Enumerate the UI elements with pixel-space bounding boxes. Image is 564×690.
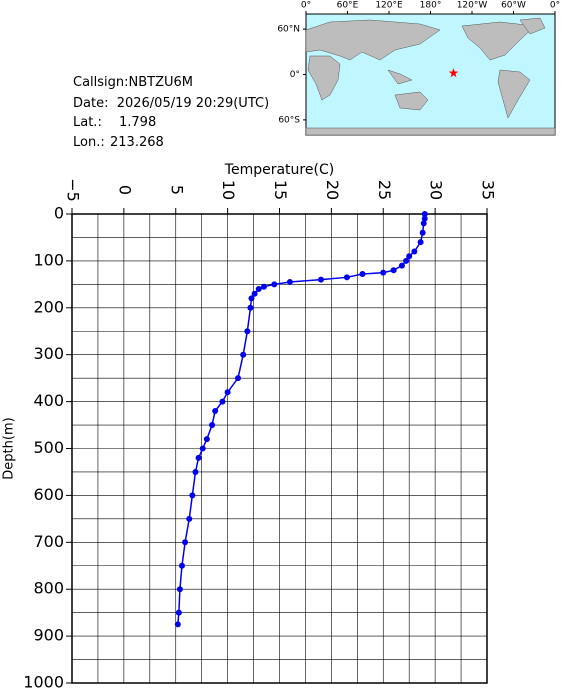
map: 0° 60°E 120°E 180° 120°W 60°W 0° 60°N 0° 60°S: [277, 1, 560, 136]
profile-point: [271, 281, 278, 288]
lat-value: 1.798: [119, 115, 156, 130]
x-axis-label: Temperature(C): [224, 162, 334, 178]
lon-value: 213.268: [110, 135, 164, 150]
profile-point: [195, 454, 202, 461]
y-tick-label: 400: [33, 391, 64, 410]
location-marker: [448, 68, 459, 78]
y-tick-label: 800: [33, 579, 64, 598]
map-x-tick-label: 180°: [420, 1, 442, 11]
lat-label: Lat.:: [73, 115, 102, 130]
profile-point: [199, 445, 206, 452]
profile-point: [398, 262, 405, 269]
profile-point: [403, 257, 410, 264]
x-tick-label: 5: [167, 185, 186, 195]
x-tick-label: −5: [64, 178, 83, 202]
profile-point: [380, 269, 387, 276]
y-tick-label: 500: [33, 438, 64, 457]
y-tick-label: 200: [33, 297, 64, 316]
profile-point: [247, 304, 254, 311]
profile-point: [186, 515, 193, 522]
map-x-tick-label: 0°: [301, 1, 311, 11]
profile-line: [177, 214, 426, 625]
profile-point: [255, 286, 262, 293]
profile-point: [174, 621, 181, 628]
profile-point: [406, 253, 413, 260]
y-tick-label: 300: [33, 344, 64, 363]
profile-point: [248, 295, 255, 302]
x-tick-label: 10: [219, 180, 238, 200]
y-axis-label: Depth(m): [2, 417, 17, 479]
profile-point: [224, 389, 231, 396]
date: Date: 2026/05/19 20:29(UTC): [73, 96, 269, 111]
y-tick-label: 0: [54, 204, 64, 223]
map-y-tick-label: 60°N: [277, 25, 300, 35]
x-tick-label: 0: [115, 185, 134, 195]
profile-point: [359, 271, 366, 278]
map-x-tick-label: 0°: [550, 1, 560, 11]
profile-point: [420, 220, 427, 227]
callsign: Callsign:NBTZU6M: [73, 75, 193, 90]
y-tick-label: 1000: [23, 673, 64, 690]
y-tick-label: 600: [33, 485, 64, 504]
profile-point: [421, 211, 428, 217]
map-x-tick-label: 60°E: [337, 1, 359, 11]
map-x-tick-label: 60°W: [501, 1, 526, 11]
x-tick-label: 15: [271, 180, 290, 200]
profile-point: [417, 239, 424, 246]
lon-label: Lon.:: [73, 135, 105, 150]
x-tick-label: 20: [323, 180, 342, 200]
profile-point: [390, 267, 397, 274]
x-tick-label: 35: [479, 180, 498, 200]
profile-point: [421, 215, 428, 222]
profile-point: [343, 274, 350, 281]
profile-point: [419, 229, 426, 236]
profile-point: [251, 290, 258, 297]
profile-point: [318, 276, 324, 283]
profile-point: [219, 398, 226, 405]
profile-point: [240, 351, 247, 358]
profile-point: [175, 609, 182, 616]
profile-point: [182, 539, 189, 546]
profile-point: [286, 279, 293, 286]
profile-point: [192, 468, 199, 475]
profile-point: [203, 436, 210, 443]
x-tick-label: 25: [375, 180, 394, 200]
y-tick-label: 100: [33, 250, 64, 269]
y-tick-label: 900: [33, 626, 64, 645]
profile-point: [244, 328, 251, 335]
profile-point: [235, 375, 241, 382]
profile-point: [176, 586, 183, 593]
x-tick-label: 30: [427, 180, 446, 200]
map-y-tick-label: 0°: [290, 70, 300, 80]
profile-point: [178, 562, 185, 569]
profile-point: [260, 283, 267, 290]
profile-point: [411, 248, 418, 255]
profile-point: [212, 407, 219, 414]
land: [305, 17, 556, 136]
profile-point: [209, 422, 216, 429]
map-x-tick-label: 120°E: [375, 1, 403, 11]
map-y-tick-label: 60°S: [278, 115, 300, 125]
y-tick-label: 700: [33, 532, 64, 551]
map-x-tick-label: 120°W: [457, 1, 488, 11]
profile-point: [189, 492, 196, 499]
